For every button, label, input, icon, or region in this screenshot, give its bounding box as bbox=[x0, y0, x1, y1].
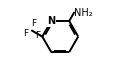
Text: F: F bbox=[35, 31, 40, 40]
Text: N: N bbox=[47, 16, 55, 26]
Text: NH₂: NH₂ bbox=[74, 8, 93, 18]
Text: F: F bbox=[23, 29, 28, 38]
Text: F: F bbox=[31, 19, 36, 28]
